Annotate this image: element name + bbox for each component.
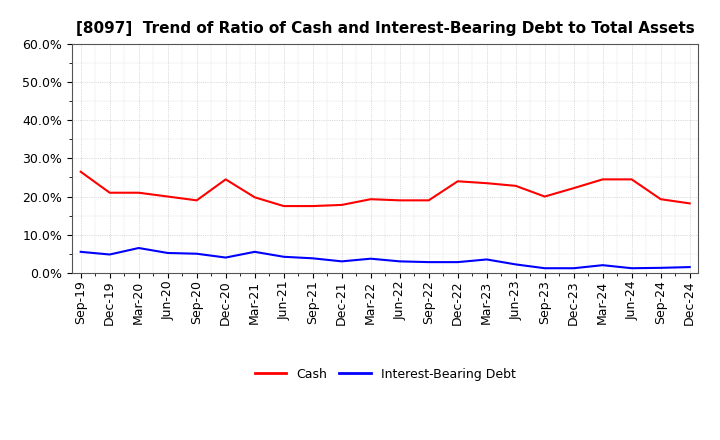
Interest-Bearing Debt	[76, 249, 85, 254]
Interest-Bearing Debt	[627, 266, 636, 271]
Interest-Bearing Debt	[511, 262, 520, 267]
Interest-Bearing Debt	[192, 251, 201, 257]
Cash	[338, 202, 346, 208]
Cash	[366, 197, 375, 202]
Cash	[424, 198, 433, 203]
Cash	[482, 180, 491, 186]
Interest-Bearing Debt	[251, 249, 259, 254]
Cash	[454, 179, 462, 184]
Interest-Bearing Debt	[135, 246, 143, 251]
Interest-Bearing Debt	[657, 265, 665, 271]
Interest-Bearing Debt	[105, 252, 114, 257]
Interest-Bearing Debt	[570, 266, 578, 271]
Cash	[511, 183, 520, 188]
Interest-Bearing Debt	[454, 260, 462, 265]
Interest-Bearing Debt	[685, 264, 694, 270]
Interest-Bearing Debt	[366, 256, 375, 261]
Cash	[308, 203, 317, 209]
Cash	[105, 190, 114, 195]
Interest-Bearing Debt	[221, 255, 230, 260]
Cash	[541, 194, 549, 199]
Cash	[163, 194, 172, 199]
Title: [8097]  Trend of Ratio of Cash and Interest-Bearing Debt to Total Assets: [8097] Trend of Ratio of Cash and Intere…	[76, 21, 695, 36]
Interest-Bearing Debt	[395, 259, 404, 264]
Cash	[395, 198, 404, 203]
Line: Interest-Bearing Debt: Interest-Bearing Debt	[81, 248, 690, 268]
Interest-Bearing Debt	[482, 257, 491, 262]
Interest-Bearing Debt	[308, 256, 317, 261]
Interest-Bearing Debt	[598, 263, 607, 268]
Cash	[192, 198, 201, 203]
Interest-Bearing Debt	[424, 260, 433, 265]
Interest-Bearing Debt	[541, 266, 549, 271]
Cash	[598, 177, 607, 182]
Legend: Cash, Interest-Bearing Debt: Cash, Interest-Bearing Debt	[250, 363, 521, 385]
Cash	[251, 194, 259, 200]
Cash	[570, 186, 578, 191]
Cash	[279, 203, 288, 209]
Cash	[135, 190, 143, 195]
Interest-Bearing Debt	[279, 254, 288, 260]
Cash	[685, 201, 694, 206]
Cash	[657, 197, 665, 202]
Cash	[76, 169, 85, 174]
Interest-Bearing Debt	[163, 250, 172, 256]
Interest-Bearing Debt	[338, 259, 346, 264]
Cash	[627, 177, 636, 182]
Cash	[221, 177, 230, 182]
Line: Cash: Cash	[81, 172, 690, 206]
